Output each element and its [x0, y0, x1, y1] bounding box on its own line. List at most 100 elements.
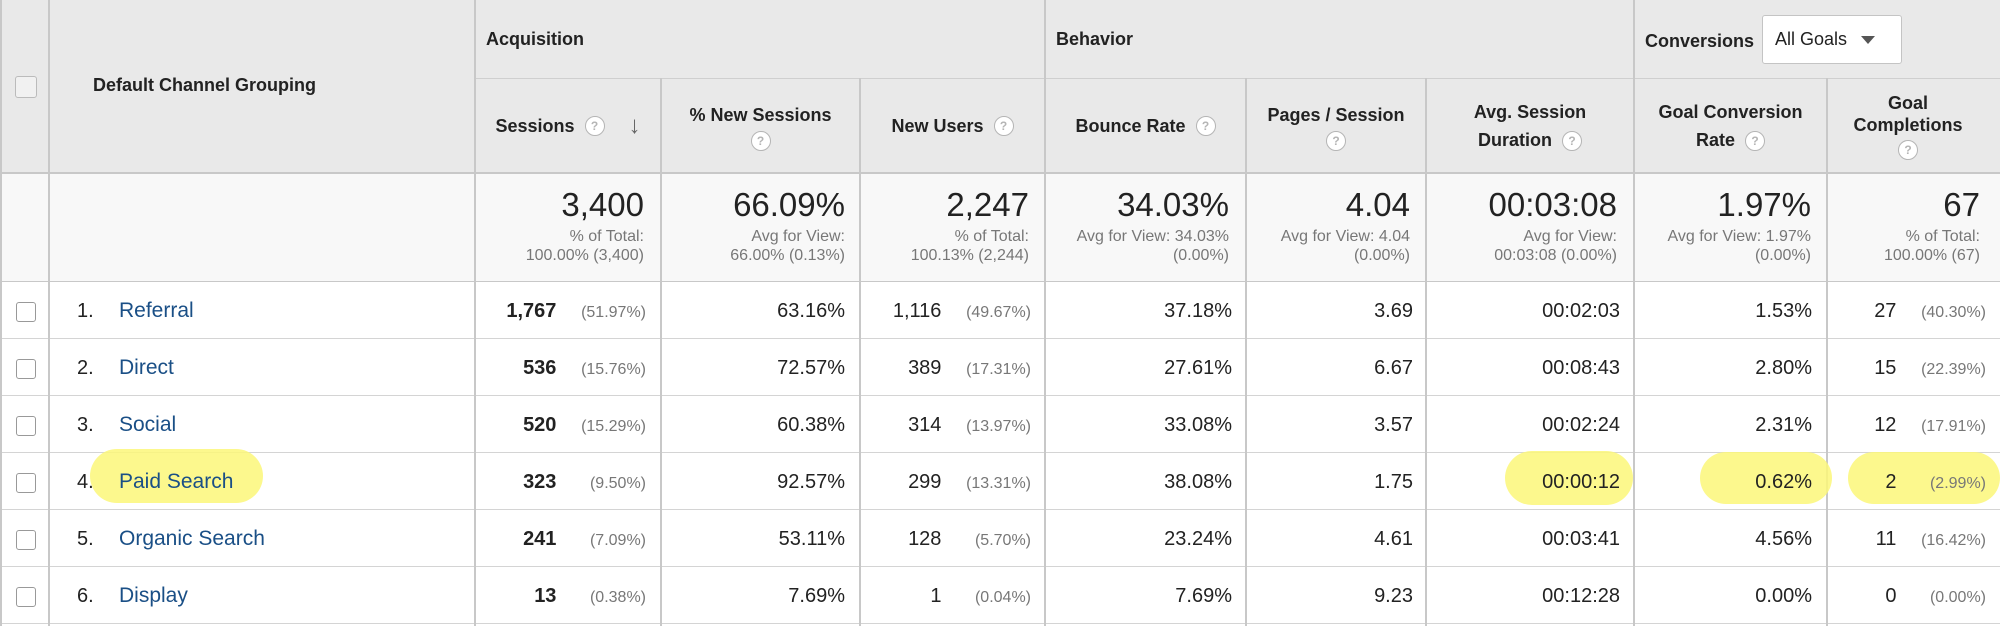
help-icon[interactable]: ?: [1745, 131, 1765, 152]
help-icon[interactable]: ?: [1195, 116, 1216, 136]
total-goal-conversion-rate-l1: Avg for View: 1.97%: [1667, 228, 1812, 245]
channel-link[interactable]: Social: [119, 413, 177, 436]
total-bounce-rate: 34.03%: [1117, 186, 1229, 223]
sessions-pct: (15.76%): [581, 361, 646, 378]
channel-link[interactable]: Referral: [119, 299, 194, 322]
col-new-sessions[interactable]: % New Sessions ?: [662, 80, 859, 172]
select-all-checkbox[interactable]: [15, 76, 37, 98]
sessions-pct: (15.29%): [581, 418, 646, 435]
col-pages-session[interactable]: Pages / Session ?: [1247, 80, 1425, 172]
cell-bounce-rate: 27.61%: [1164, 357, 1232, 379]
goal-completions-pct: (17.91%): [1921, 418, 1986, 435]
goal-completions-value: 2: [1885, 471, 1897, 493]
help-icon[interactable]: ?: [993, 116, 1014, 136]
row-checkbox[interactable]: [16, 302, 36, 322]
cell-new-sessions: 92.57%: [777, 471, 845, 493]
goal-completions-pct: (22.39%): [1921, 361, 1986, 378]
cell-pages-session: 3.57: [1374, 414, 1413, 436]
row-number: 2.: [77, 357, 94, 379]
total-new-sessions: 66.09%: [733, 186, 845, 223]
total-sessions-l1: % of Total:: [569, 228, 644, 245]
highlight-avg-duration: [1505, 451, 1633, 505]
cell-sessions: 520 (15.29%): [476, 414, 646, 437]
cell-avg-duration: 00:12:28: [1542, 585, 1620, 607]
row-checkbox[interactable]: [16, 530, 36, 550]
channel-link[interactable]: Paid Search: [119, 470, 234, 493]
cell-new-users: 389 (17.31%): [861, 357, 1031, 380]
cell-new-users: 299 (13.31%): [861, 471, 1031, 494]
row-checkbox[interactable]: [16, 473, 36, 493]
row-checkbox[interactable]: [16, 587, 36, 607]
cell-bounce-rate: 37.18%: [1164, 300, 1232, 322]
goal-completions-pct: (16.42%): [1921, 532, 1986, 549]
total-new-users: 2,247: [946, 186, 1029, 223]
sessions-value: 1,767: [506, 300, 557, 322]
cell-pages-session: 6.67: [1374, 357, 1413, 379]
sessions-pct: (51.97%): [581, 304, 646, 321]
total-new-users-l2: 100.13% (2,244): [910, 247, 1029, 264]
total-goal-conversion-rate-l2: (0.00%): [1754, 247, 1811, 264]
cell-new-users: 1,116 (49.67%): [861, 300, 1031, 323]
cell-avg-duration: 00:02:03: [1542, 300, 1620, 322]
help-icon[interactable]: ?: [1562, 131, 1582, 152]
channel-link[interactable]: Organic Search: [119, 527, 265, 550]
help-icon[interactable]: ?: [1326, 131, 1346, 151]
sessions-pct: (0.38%): [589, 589, 646, 606]
goal-completions-value: 11: [1875, 528, 1897, 550]
row-checkbox[interactable]: [16, 359, 36, 379]
cell-pages-session: 3.69: [1374, 300, 1413, 322]
col-goal-conversion-rate[interactable]: Goal Conversion Rate?: [1658, 102, 1803, 152]
group-conversions: Conversions: [1645, 31, 1755, 51]
cell-goal-conversion-rate: 2.31%: [1755, 414, 1812, 436]
total-goal-conversion-rate: 1.97%: [1717, 186, 1811, 223]
cell-new-users: 128 (5.70%): [861, 528, 1031, 551]
row-checkbox[interactable]: [16, 416, 36, 436]
dimension-header[interactable]: Default Channel Grouping: [93, 75, 316, 95]
cell-goal-completions: 11 (16.42%): [1828, 528, 1986, 551]
new-users-pct: (5.70%): [974, 532, 1031, 549]
goal-completions-value: 27: [1874, 300, 1897, 322]
cell-pages-session: 1.75: [1374, 471, 1413, 493]
cell-goal-completions: 12 (17.91%): [1828, 414, 1986, 437]
cell-bounce-rate: 7.69%: [1175, 585, 1232, 607]
sort-descending-icon[interactable]: ↓: [628, 112, 641, 139]
col-new-users[interactable]: New Users ?: [861, 80, 1044, 172]
row-number: 3.: [77, 414, 94, 436]
cell-goal-conversion-rate: 2.80%: [1755, 357, 1812, 379]
total-pages-session-l2: (0.00%): [1353, 247, 1410, 264]
col-sessions[interactable]: Sessions ? ↓: [495, 112, 641, 139]
total-goal-completions-l2: 100.00% (67): [1883, 247, 1980, 264]
total-avg-duration-l2: 00:03:08 (0.00%): [1494, 247, 1617, 264]
new-users-value: 1,116: [892, 300, 942, 322]
total-new-sessions-l2: 66.00% (0.13%): [730, 247, 845, 264]
row-number: 4.: [77, 471, 94, 493]
help-icon[interactable]: ?: [1898, 140, 1918, 160]
cell-goal-conversion-rate: 0.62%: [1755, 471, 1812, 493]
new-users-pct: (13.31%): [966, 475, 1031, 492]
help-icon[interactable]: ?: [584, 116, 605, 136]
row-number: 1.: [77, 300, 94, 322]
sessions-pct: (7.09%): [589, 532, 646, 549]
goal-select[interactable]: All Goals: [1762, 15, 1902, 64]
totals-row: [0, 172, 2000, 282]
cell-sessions: 323 (9.50%): [476, 471, 646, 494]
channel-link[interactable]: Direct: [119, 356, 174, 379]
cell-sessions: 1,767 (51.97%): [476, 300, 646, 323]
new-users-pct: (0.04%): [974, 589, 1031, 606]
new-users-value: 389: [908, 357, 942, 379]
col-avg-session-duration[interactable]: Avg. Session Duration?: [1473, 102, 1587, 152]
row-number: 5.: [77, 528, 94, 550]
sessions-value: 536: [523, 357, 557, 379]
channel-link[interactable]: Display: [119, 584, 188, 607]
sessions-value: 13: [534, 585, 557, 607]
col-goal-completions[interactable]: Goal Completions ?: [1828, 80, 1988, 172]
cell-pages-session: 9.23: [1374, 585, 1413, 607]
sessions-pct: (9.50%): [589, 475, 646, 492]
total-sessions-l2: 100.00% (3,400): [525, 247, 644, 264]
sessions-value: 520: [523, 414, 557, 436]
col-bounce-rate[interactable]: Bounce Rate ?: [1046, 80, 1245, 172]
goal-completions-value: 0: [1885, 585, 1897, 607]
help-icon[interactable]: ?: [750, 131, 771, 151]
highlight-goal-completions: [1848, 452, 2000, 504]
